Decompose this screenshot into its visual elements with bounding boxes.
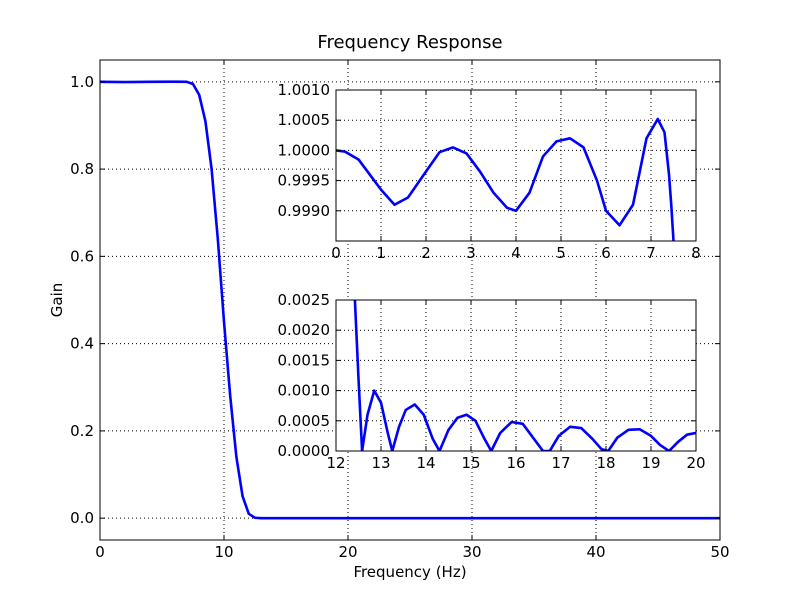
main-y-tick-label: 0.8	[70, 160, 94, 178]
main-x-tick-label: 50	[710, 543, 729, 561]
inset-stopband-x-tick-label: 20	[686, 454, 705, 472]
y-axis-label: Gain	[48, 283, 66, 318]
main-y-tick-label: 0.6	[70, 247, 94, 265]
main-y-tick-label: 0.4	[70, 335, 94, 353]
inset-stopband-x-tick-label: 13	[371, 454, 390, 472]
chart-title: Frequency Response	[317, 32, 502, 53]
inset-passband-plot-area	[335, 89, 697, 242]
inset-stopband-plot-area	[335, 299, 697, 452]
inset-stopband-chart: 12 13 14 15 16 17 18 19 20 0.0000 0.0005 0.0010 0.00…	[278, 291, 706, 472]
main-axes-frame	[99, 59, 721, 541]
inset-passband-x-tick-label: 6	[601, 244, 611, 262]
inset-stopband-y-tick-label: 0.0025	[278, 291, 331, 309]
main-y-tick-label: 1.0	[70, 73, 94, 91]
inset-passband-x-tick-label: 3	[466, 244, 476, 262]
main-x-tick-label: 10	[214, 543, 233, 561]
inset-stopband-x-tick-label: 16	[506, 454, 525, 472]
inset-passband-x-tick-label: 1	[376, 244, 386, 262]
main-x-tick-label: 20	[338, 543, 357, 561]
inset-stopband-x-tick-label: 14	[416, 454, 435, 472]
inset-passband-x-tick-label: 7	[646, 244, 656, 262]
inset-passband-y-tick-label: 1.0010	[278, 81, 331, 99]
inset-passband-x-tick-label: 2	[421, 244, 431, 262]
inset-passband-series-line	[336, 117, 675, 241]
main-x-tick-label: 0	[95, 543, 105, 561]
main-series-line	[100, 80, 720, 520]
inset-passband-y-tick-label: 0.9990	[278, 202, 331, 220]
inset-passband-y-tick-label: 1.0005	[278, 111, 331, 129]
inset-stopband-x-tick-label: 18	[596, 454, 615, 472]
inset-stopband-y-tick-label: 0.0005	[278, 412, 331, 430]
inset-stopband-x-tick-label: 17	[551, 454, 570, 472]
inset-passband-y-tick-label: 0.9995	[278, 172, 331, 190]
main-x-tick-label: 30	[462, 543, 481, 561]
inset-stopband-y-tick-label: 0.0000	[278, 442, 331, 460]
inset-passband-x-tick-label: 0	[331, 244, 341, 262]
inset-passband-x-tick-label: 4	[511, 244, 521, 262]
inset-stopband-y-tick-label: 0.0020	[278, 321, 331, 339]
inset-stopband-x-tick-label: 15	[461, 454, 480, 472]
inset-stopband-x-tick-label: 19	[641, 454, 660, 472]
inset-stopband-y-tick-label: 0.0010	[278, 382, 331, 400]
x-axis-label: Frequency (Hz)	[353, 563, 466, 581]
inset-passband-y-tick-label: 1.0000	[278, 141, 331, 159]
inset-stopband-series-line	[353, 300, 696, 451]
main-y-tick-label: 0.0	[70, 509, 94, 527]
inset-stopband-y-tick-label: 0.0015	[278, 351, 331, 369]
inset-stopband-x-tick-label: 12	[326, 454, 345, 472]
inset-passband-x-tick-label: 5	[556, 244, 566, 262]
main-x-tick-label: 40	[586, 543, 605, 561]
inset-passband-x-tick-label: 8	[691, 244, 701, 262]
inset-passband-chart: 0 1 2 3 4 5 6 7 8 0.9990 0.9995 1.0000 1.0005 1.0010	[278, 81, 701, 262]
main-y-tick-label: 0.2	[70, 422, 94, 440]
